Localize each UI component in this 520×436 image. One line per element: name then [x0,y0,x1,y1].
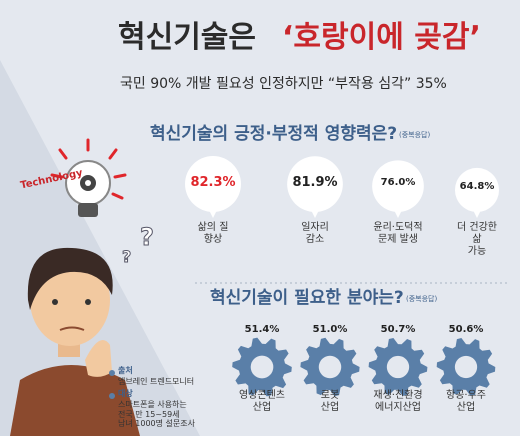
value-label: 50.6% [448,324,484,335]
question-mark: ? [140,223,154,251]
gear-hole [250,355,274,379]
bubble-tail [473,210,481,218]
chart-note: (중복응답) [406,295,438,303]
category-label: 일자리 감소 [301,222,329,245]
chart-title: 혁신기술이 필요한 분야는? [210,288,404,308]
subtitle: 국민 90% 개발 필요성 인정하지만 “부작용 심각” 35% [120,76,447,92]
category-label: 영상콘텐츠 산업 [239,390,285,413]
man [10,247,140,436]
note-text: 엠브레인 트렌드모니터 [118,377,195,386]
chart-note: (중복응답) [399,131,431,139]
category-label: 삶의 질 향상 [197,222,229,245]
note-label: 출처 [118,366,133,375]
note-bullet [109,393,115,399]
note-label: 대상 [118,389,133,398]
panel [0,60,200,436]
category-label: 더 건강한 삶 가능 [457,222,497,257]
category-label: 항공·우주 산업 [446,390,486,413]
bubble [454,167,500,212]
chart-title: 혁신기술의 긍정·부정적 영향력은? [150,124,398,144]
question-mark: ? [122,247,131,266]
bubble-tail [209,210,217,218]
bubble-tail [394,210,402,218]
gear-hole [318,355,342,379]
category-label: 재생·친환경 에너지산업 [373,390,423,413]
bubble-tail [311,210,319,218]
value-label: 76.0% [380,177,416,189]
value-label: 82.3% [190,175,236,191]
bulb [50,138,127,217]
note-bullet [109,370,115,376]
value-label: 51.0% [312,324,348,335]
bubble [185,156,241,213]
value-label: 51.4% [244,324,280,335]
category-label: 로봇 산업 [320,390,340,413]
title: 혁신기술은 [118,20,256,55]
value-label: 81.9% [292,175,338,191]
gear-hole [386,355,410,379]
category-label: 윤리·도덕적 문제 발생 [373,222,423,245]
value-label: 64.8% [459,180,495,192]
gear-hole [454,355,478,379]
note-text: 스마트폰을 사용하는 전국 만 15~59세 남녀 1000명 설문조사 [118,400,195,429]
bubble [287,156,343,213]
bubble [372,160,424,212]
title-quote: ‘호랑이에 곶감’ [282,20,481,55]
value-label: 50.7% [380,324,416,335]
